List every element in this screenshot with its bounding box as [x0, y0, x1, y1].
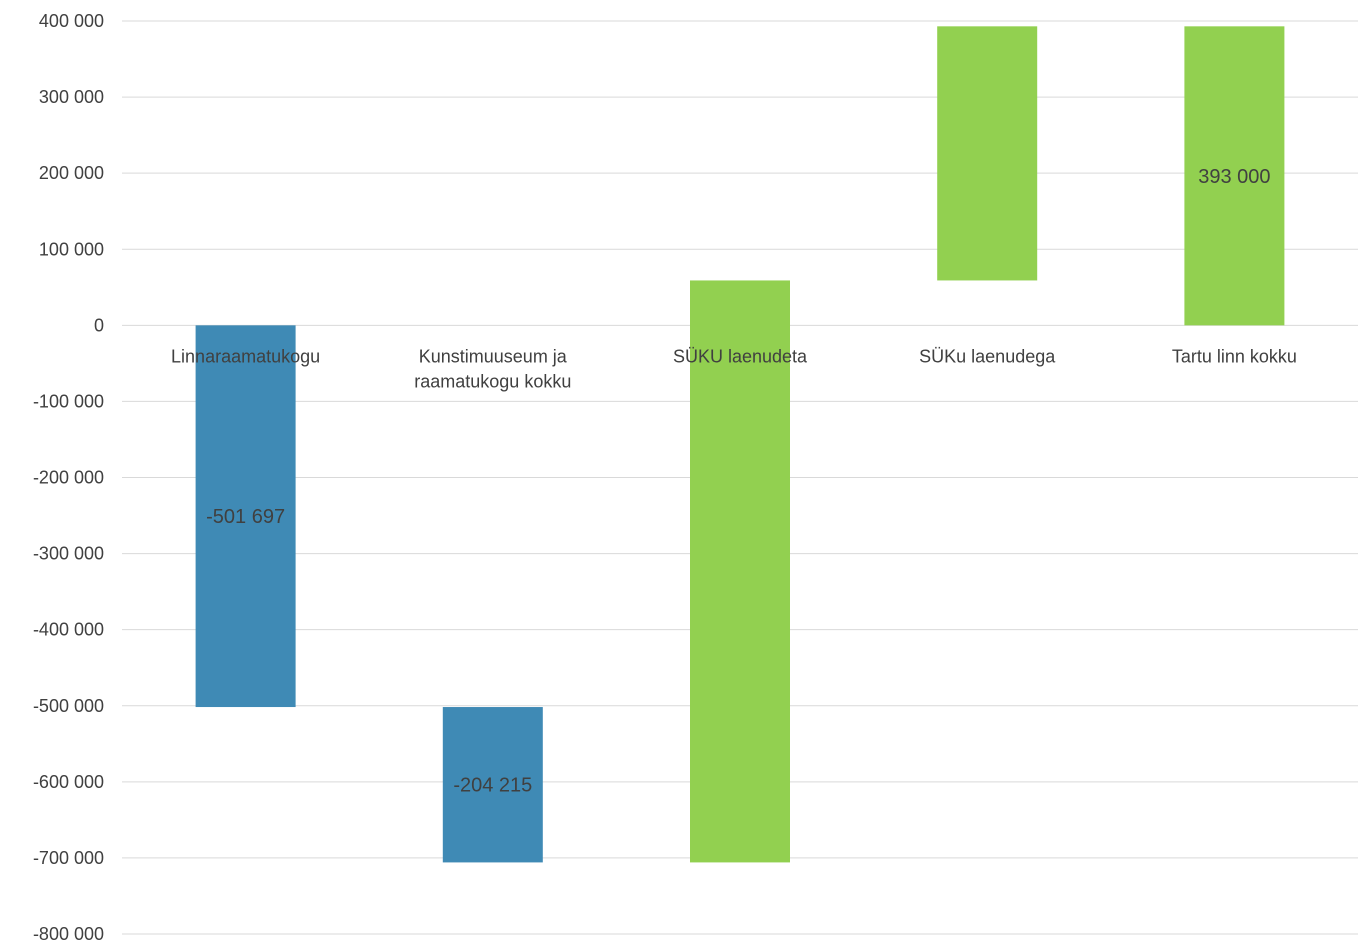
bars — [195, 26, 1285, 863]
y-tick-label: -400 000 — [33, 620, 104, 640]
category-label: Linnaraamatukogu — [171, 346, 320, 366]
y-tick-label: 400 000 — [39, 11, 104, 31]
y-tick-label: -200 000 — [33, 468, 104, 488]
y-tick-label: -800 000 — [33, 924, 104, 944]
waterfall-bar — [1184, 26, 1285, 326]
y-tick-label: 200 000 — [39, 163, 104, 183]
data-label: -204 215 — [453, 775, 532, 797]
y-tick-label: -600 000 — [33, 772, 104, 792]
waterfall-bar — [937, 26, 1038, 281]
category-label: Kunstimuuseum ja raamatukogu kokku — [414, 346, 571, 391]
category-label: SÜKU laenudeta — [673, 346, 808, 366]
waterfall-bar — [442, 707, 543, 863]
waterfall-bar — [690, 280, 790, 863]
y-tick-label: 0 — [94, 315, 104, 335]
data-label: 393 000 — [1198, 166, 1270, 188]
category-label: Tartu linn kokku — [1172, 346, 1297, 366]
y-tick-label: -100 000 — [33, 391, 104, 411]
y-tick-label: 100 000 — [39, 239, 104, 259]
y-tick-label: 300 000 — [39, 87, 104, 107]
labels: 400 000 300 000 200 000 100 000 0 -100 000 -20… — [33, 11, 1297, 944]
category-label: SÜKu laenudega — [919, 346, 1056, 366]
data-label: -501 697 — [206, 506, 285, 528]
y-tick-label: -300 000 — [33, 544, 104, 564]
y-tick-label: -700 000 — [33, 848, 104, 868]
y-tick-label: -500 000 — [33, 696, 104, 716]
waterfall-bar — [195, 325, 296, 708]
